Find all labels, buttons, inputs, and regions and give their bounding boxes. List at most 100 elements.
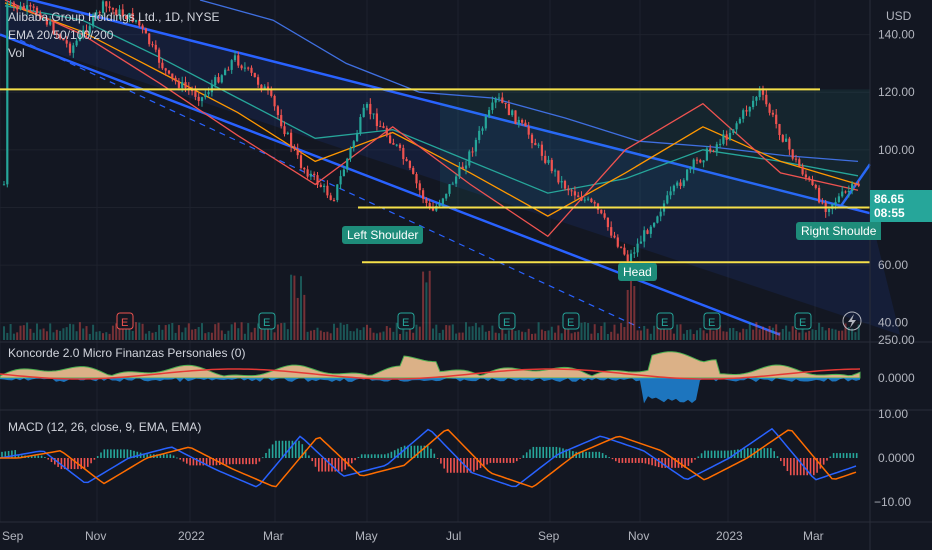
candle <box>554 170 557 172</box>
volume-bar <box>504 333 507 340</box>
candle <box>125 15 128 20</box>
macd-histogram-bar <box>397 448 399 458</box>
macd-histogram-bar <box>704 450 706 458</box>
macd-histogram-bar <box>374 454 376 458</box>
candle <box>402 147 405 160</box>
candle <box>154 44 157 50</box>
volume-bar <box>135 322 137 340</box>
candle <box>375 113 378 127</box>
candle <box>68 43 72 53</box>
candle <box>557 170 560 183</box>
candle <box>712 150 715 152</box>
macd-tick-label: 10.00 <box>878 407 908 421</box>
candle <box>794 158 798 160</box>
macd-histogram-bar <box>96 456 99 458</box>
macd-histogram-bar <box>63 458 66 470</box>
volume-bar <box>16 332 19 340</box>
macd-histogram-bar <box>789 458 792 476</box>
x-tick-label: Mar <box>263 529 284 543</box>
candle <box>326 185 329 196</box>
koncorde-legend[interactable]: Koncorde 2.0 Micro Finanzas Personales (… <box>8 346 246 360</box>
volume-bar <box>521 331 524 340</box>
macd-histogram-bar <box>83 458 86 470</box>
candle <box>395 144 398 146</box>
earnings-marker: E <box>397 312 415 330</box>
macd-histogram-bar <box>446 458 449 473</box>
lightning-icon <box>842 311 862 331</box>
macd-histogram-bar <box>436 458 439 459</box>
macd-histogram-bar <box>667 458 670 468</box>
volume-bar <box>72 324 75 340</box>
macd-histogram-bar <box>516 458 518 462</box>
volume-bar <box>290 274 293 340</box>
candle <box>511 110 514 116</box>
macd-histogram-bar <box>192 458 195 466</box>
macd-signal-line <box>0 428 857 488</box>
macd-legend[interactable]: MACD (12, 26, close, 9, EMA, EMA) <box>8 420 202 434</box>
volume-bar <box>154 331 157 340</box>
volume-bar <box>260 326 263 340</box>
candle <box>626 254 629 262</box>
macd-histogram-bar <box>743 448 746 458</box>
candle <box>629 253 633 262</box>
volume-bar <box>253 327 256 340</box>
candle <box>804 174 807 178</box>
candle <box>570 190 573 192</box>
volume-bar <box>12 333 15 340</box>
candle <box>623 247 626 255</box>
candle <box>45 18 48 25</box>
volume-bar <box>39 329 42 340</box>
volume-bar <box>82 328 85 340</box>
macd-histogram-bar <box>624 458 627 463</box>
last-price-badge: 86.65 08:55 <box>870 190 932 222</box>
volume-bar <box>257 323 260 340</box>
volume-bar <box>679 324 682 340</box>
volume-bar <box>791 326 794 340</box>
volume-bar <box>207 332 210 340</box>
volume-bar <box>821 326 824 340</box>
volume-bar <box>699 327 702 340</box>
candle <box>167 70 171 74</box>
volume-bar <box>379 332 382 340</box>
candle <box>425 198 428 204</box>
macd-histogram-bar <box>156 454 158 458</box>
macd-histogram-bar <box>413 445 416 458</box>
candle <box>389 135 392 143</box>
macd-histogram-bar <box>17 455 20 458</box>
volume-bar <box>824 330 827 340</box>
volume-bar <box>392 331 395 340</box>
volume-bar <box>468 326 471 340</box>
ema-legend[interactable]: EMA 20/50/100/200 <box>8 28 114 42</box>
volume-bar <box>738 332 741 340</box>
macd-histogram-bar <box>591 451 594 458</box>
volume-bar <box>554 332 557 340</box>
volume-bar <box>494 332 497 340</box>
volume-bar <box>220 330 223 340</box>
candle <box>517 119 520 124</box>
earnings-marker: E <box>656 312 674 330</box>
y-tick-label: 100.00 <box>878 143 915 157</box>
volume-bar <box>725 331 728 340</box>
volume-legend[interactable]: Vol <box>8 46 25 60</box>
candle <box>405 159 408 162</box>
volume-bar <box>742 328 745 340</box>
macd-histogram-bar <box>555 446 558 458</box>
macd-histogram-bar <box>4 451 7 458</box>
candle <box>788 138 791 150</box>
volume-bar <box>755 322 758 340</box>
macd-histogram-bar <box>714 450 716 458</box>
candle <box>478 130 481 140</box>
candle <box>352 141 355 148</box>
macd-histogram-bar <box>572 451 574 458</box>
earnings-marker-label: E <box>503 317 510 329</box>
macd-histogram-bar <box>146 454 148 458</box>
candle <box>610 227 613 236</box>
macd-histogram-bar <box>723 450 726 458</box>
candle <box>98 12 101 14</box>
earnings-marker-label: E <box>567 317 574 329</box>
candle <box>138 20 141 26</box>
y-tick-label: 40.00 <box>878 316 908 330</box>
macd-histogram-bar <box>159 454 162 458</box>
volume-bar <box>729 328 731 340</box>
